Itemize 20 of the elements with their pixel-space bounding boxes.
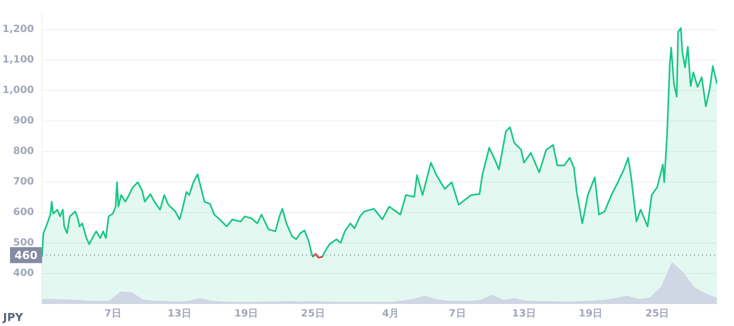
y-tick-label: 400 <box>13 268 34 280</box>
y-tick-label: 1,000 <box>2 84 34 96</box>
y-tick-label: 700 <box>13 176 34 188</box>
ref-line-label: 460 <box>14 249 38 262</box>
y-tick-label: 600 <box>13 207 34 218</box>
x-tick-label: 19日 <box>234 308 258 320</box>
y-axis-title: JPY <box>2 310 24 324</box>
x-tick-label: 7日 <box>448 308 466 320</box>
x-tick-label: 4月 <box>382 308 400 320</box>
x-tick-label: 25日 <box>300 308 325 320</box>
y-tick-label: 800 <box>13 146 34 157</box>
y-tick-label: 1,200 <box>2 24 34 35</box>
x-tick-label: 19日 <box>578 308 603 320</box>
x-tick-label: 7日 <box>104 308 122 320</box>
y-tick-label: 1,100 <box>2 54 34 66</box>
y-tick-label: 900 <box>13 115 34 126</box>
x-tick-label: 13日 <box>512 308 536 320</box>
y-tick-label: 500 <box>13 238 34 249</box>
x-tick-label: 13日 <box>168 308 192 320</box>
x-tick-label: 25日 <box>645 308 670 320</box>
